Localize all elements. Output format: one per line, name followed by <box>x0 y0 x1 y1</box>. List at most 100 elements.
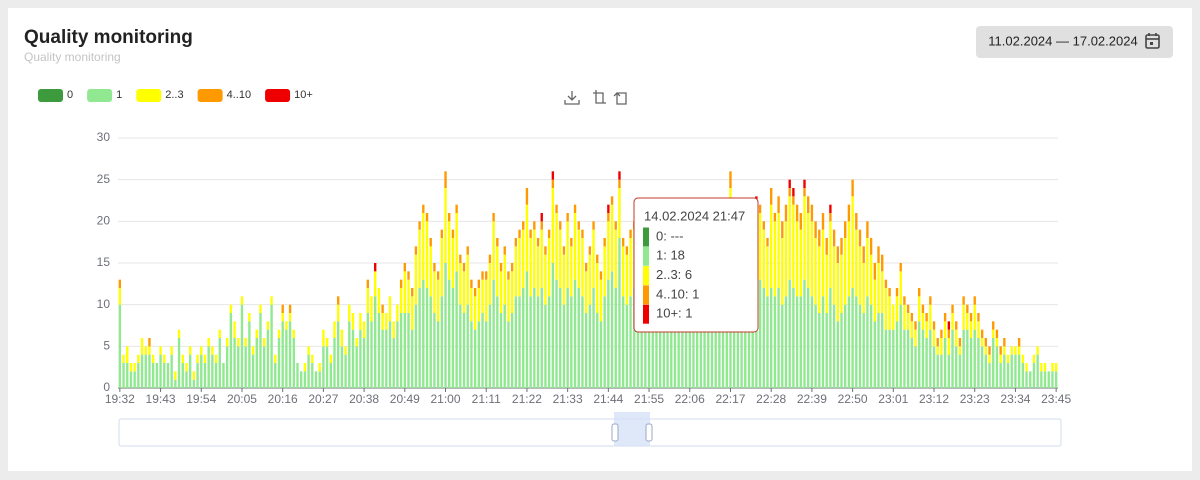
zoom-handle[interactable] <box>645 423 653 442</box>
bar-segment <box>977 338 980 388</box>
bar-segment <box>203 363 207 388</box>
x-tick-label: 22:17 <box>715 392 745 406</box>
bar-segment <box>473 329 477 388</box>
bar-segment <box>148 338 151 347</box>
bar-segment <box>285 329 288 388</box>
bar-segment <box>829 213 832 222</box>
bar-segment <box>196 354 199 363</box>
toolbox[interactable] <box>564 90 627 105</box>
bar-segment <box>551 171 555 180</box>
save-icon[interactable] <box>564 91 580 105</box>
bar-segment <box>266 321 270 330</box>
bar-segment <box>892 304 895 330</box>
bar-segment <box>910 338 914 388</box>
bar-segment <box>855 229 858 297</box>
bar-segment <box>259 304 262 313</box>
bar-segment <box>640 296 643 388</box>
bar-segment <box>281 313 284 322</box>
date-button[interactable] <box>976 26 1173 58</box>
bar-segment <box>818 246 821 313</box>
bar-segment <box>877 246 880 263</box>
bar-segment <box>348 304 351 322</box>
bar-segment <box>781 221 784 238</box>
bar-segment <box>218 338 221 388</box>
data-zoom[interactable] <box>118 412 1062 447</box>
date-range[interactable]: 11.02.2024 — 17.02.2024 <box>988 33 1137 48</box>
x-tick-label: 21:33 <box>553 392 583 406</box>
bar-segment <box>396 304 399 322</box>
y-tick-label: 20 <box>97 214 111 228</box>
bar-segment <box>403 271 406 313</box>
bar-segment <box>418 229 421 288</box>
bar-segment <box>1043 371 1047 388</box>
bar-segment <box>936 338 939 347</box>
bar-segment <box>962 304 965 330</box>
bar-segment <box>337 321 340 388</box>
zoom-handle[interactable] <box>611 423 619 442</box>
bar-segment <box>925 338 928 388</box>
bar-segment <box>374 271 377 297</box>
bar-segment <box>614 221 617 230</box>
bar-segment <box>618 238 621 388</box>
bar-segment <box>281 321 284 388</box>
bar-segment <box>499 263 503 272</box>
date-picker[interactable]: 11.02.2024 — 17.02.2024 <box>976 26 1173 58</box>
bar-segment <box>603 238 606 247</box>
bar-segment <box>992 321 995 330</box>
bar-segment <box>855 213 858 230</box>
bar-segment <box>425 213 429 222</box>
bar-segment <box>448 213 451 222</box>
bar-segment <box>614 229 617 288</box>
bar-segment <box>555 279 558 388</box>
bar-segment <box>588 246 592 255</box>
bar-segment <box>881 313 884 388</box>
bar-segment <box>844 238 847 305</box>
bar-segment <box>192 371 196 380</box>
x-tick-label: 20:27 <box>308 392 338 406</box>
bar-segment <box>277 329 281 338</box>
zoom-window[interactable] <box>614 412 650 446</box>
bar-segment <box>407 271 410 280</box>
bar-segment <box>414 254 418 305</box>
bar-segment <box>266 329 270 388</box>
bar-segment <box>1025 371 1028 388</box>
bar-segment <box>929 304 932 330</box>
x-tick-label: 21:22 <box>512 392 542 406</box>
bar-segment <box>899 304 902 388</box>
y-tick-label: 25 <box>97 172 111 186</box>
bar-segment <box>525 271 529 388</box>
bar-segment <box>388 296 392 322</box>
bar-segment <box>999 346 1002 355</box>
y-tick-label: 0 <box>103 380 110 394</box>
zoom-icon[interactable] <box>593 90 606 104</box>
bar-segment <box>844 304 847 388</box>
bar-segment <box>355 346 358 388</box>
bar-segment <box>544 304 547 388</box>
bar-segment <box>995 338 999 347</box>
bar-segment <box>318 363 321 372</box>
bar-segment <box>884 329 888 388</box>
bar-segment <box>333 321 336 338</box>
bar-segment <box>370 296 373 322</box>
bar-segment <box>340 346 344 388</box>
bar-segment <box>507 271 510 280</box>
bar-segment <box>555 204 558 213</box>
restore-icon[interactable] <box>613 92 627 105</box>
legend-label: 4..10 <box>227 89 251 101</box>
bar-segment <box>503 304 506 388</box>
bar-segment <box>510 313 514 388</box>
bar-segment <box>118 304 122 388</box>
bar-segment <box>466 246 469 255</box>
bar-segment <box>433 263 436 272</box>
bar-segment <box>144 346 147 355</box>
bar-segment <box>570 296 573 388</box>
bar-segment <box>303 363 307 372</box>
bar-segment <box>899 271 902 305</box>
bar-segment <box>999 354 1002 363</box>
legend-swatch <box>136 89 162 102</box>
bar-segment <box>529 229 532 238</box>
bar-segment <box>929 296 932 305</box>
calendar-icon[interactable] <box>1145 33 1160 49</box>
bar-segment <box>118 279 122 288</box>
bar-segment <box>366 279 369 288</box>
